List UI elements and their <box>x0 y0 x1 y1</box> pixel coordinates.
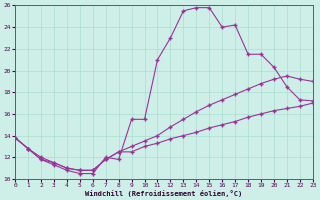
X-axis label: Windchill (Refroidissement éolien,°C): Windchill (Refroidissement éolien,°C) <box>85 190 243 197</box>
